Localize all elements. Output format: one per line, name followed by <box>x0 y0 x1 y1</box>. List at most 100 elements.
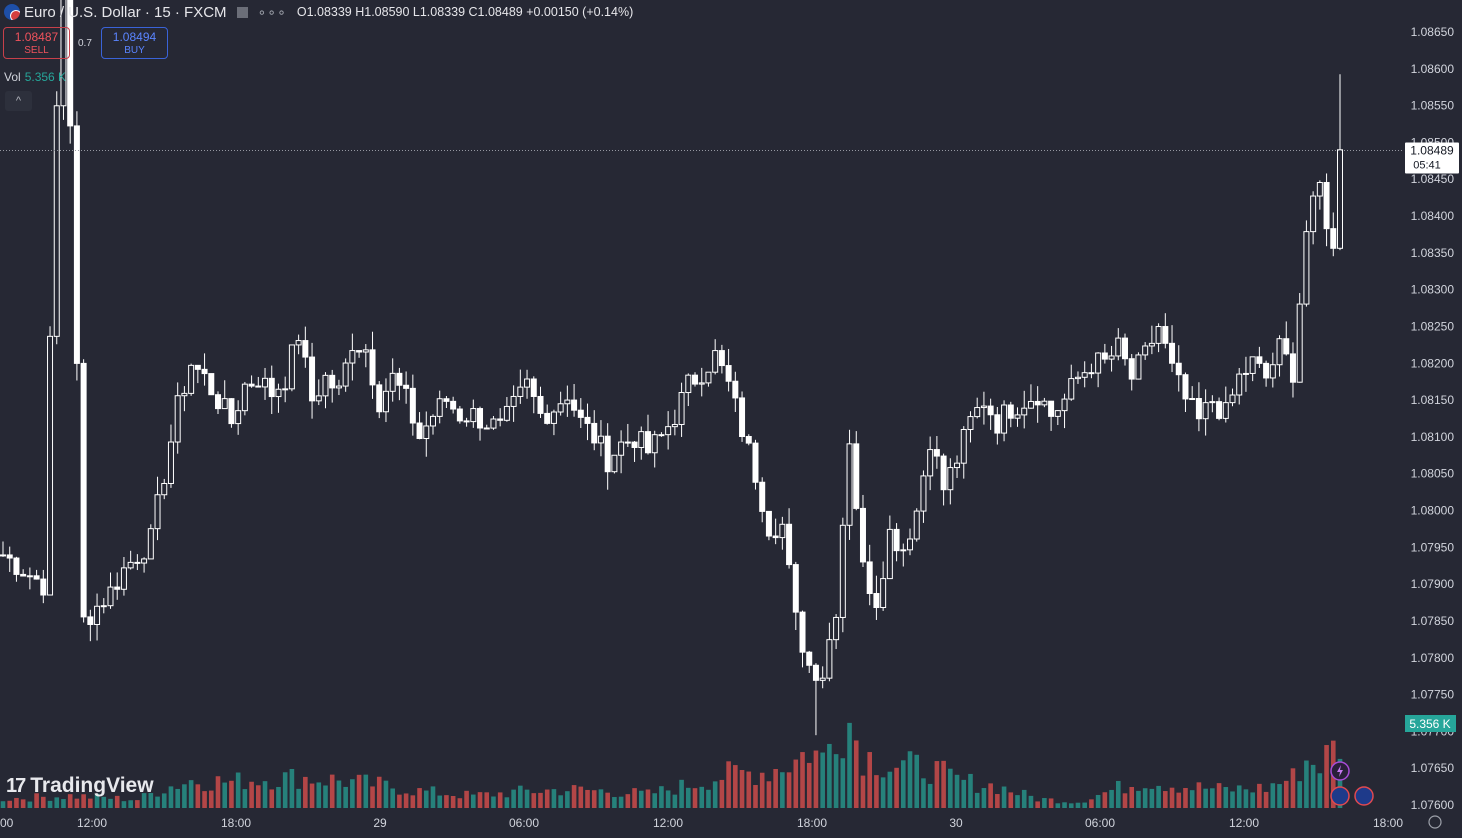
candle-body[interactable] <box>873 593 880 609</box>
candle-body[interactable] <box>739 397 746 438</box>
candle-body[interactable] <box>483 427 490 430</box>
candle-body[interactable] <box>13 557 20 575</box>
candle-body[interactable] <box>893 528 900 552</box>
settings-gear-icon[interactable] <box>1428 815 1442 829</box>
candle-body[interactable] <box>497 418 504 421</box>
candle-body[interactable] <box>1021 407 1028 416</box>
candle-body[interactable] <box>154 494 161 530</box>
candle-body[interactable] <box>1182 374 1189 400</box>
candle-body[interactable] <box>1222 402 1229 419</box>
candle-body[interactable] <box>429 415 436 427</box>
candle-body[interactable] <box>67 0 74 127</box>
candle-body[interactable] <box>819 677 826 681</box>
candle-body[interactable] <box>241 383 248 412</box>
candle-body[interactable] <box>644 431 651 454</box>
candle-body[interactable] <box>47 335 54 596</box>
candle-body[interactable] <box>282 388 289 391</box>
candle-body[interactable] <box>1330 228 1337 249</box>
candle-body[interactable] <box>1108 355 1115 360</box>
candle-body[interactable] <box>577 409 584 418</box>
candle-body[interactable] <box>604 435 611 473</box>
candle-body[interactable] <box>1263 362 1270 379</box>
candle-body[interactable] <box>20 573 27 577</box>
candle-body[interactable] <box>1249 356 1256 374</box>
candle-body[interactable] <box>288 344 295 390</box>
candle-body[interactable] <box>295 340 302 346</box>
candle-body[interactable] <box>1074 376 1081 380</box>
candle-body[interactable] <box>665 426 672 436</box>
candle-body[interactable] <box>886 528 893 580</box>
candle-body[interactable] <box>1088 372 1095 375</box>
candle-body[interactable] <box>53 105 60 337</box>
candle-body[interactable] <box>544 412 551 424</box>
candle-body[interactable] <box>1001 404 1008 434</box>
candle-body[interactable] <box>362 349 369 353</box>
candle-body[interactable] <box>356 350 363 353</box>
candle-body[interactable] <box>73 125 80 364</box>
candle-body[interactable] <box>839 524 846 618</box>
candle-body[interactable] <box>181 392 188 397</box>
candle-body[interactable] <box>214 394 221 410</box>
candle-body[interactable] <box>947 467 954 491</box>
candle-body[interactable] <box>651 434 658 454</box>
candle-body[interactable] <box>671 423 678 428</box>
candle-body[interactable] <box>564 399 571 405</box>
candle-body[interactable] <box>954 462 961 469</box>
candle-body[interactable] <box>503 405 510 421</box>
candle-body[interactable] <box>6 554 13 559</box>
candle-body[interactable] <box>1142 345 1149 356</box>
candle-body[interactable] <box>1041 400 1048 406</box>
candle-body[interactable] <box>40 578 47 596</box>
buy-button[interactable]: 1.08494 BUY <box>101 27 168 59</box>
candle-body[interactable] <box>114 586 121 590</box>
candle-body[interactable] <box>262 377 269 388</box>
candle-body[interactable] <box>967 416 974 430</box>
candle-body[interactable] <box>1316 182 1323 197</box>
candle-body[interactable] <box>786 523 793 566</box>
candle-body[interactable] <box>510 395 517 407</box>
candle-body[interactable] <box>1148 342 1155 347</box>
candle-body[interactable] <box>302 340 309 358</box>
candle-body[interactable] <box>188 364 195 394</box>
candle-body[interactable] <box>960 428 967 464</box>
candle-body[interactable] <box>859 507 866 563</box>
candle-body[interactable] <box>87 616 94 626</box>
candle-body[interactable] <box>1269 364 1276 379</box>
candle-body[interactable] <box>624 441 631 444</box>
candle-body[interactable] <box>1175 362 1182 376</box>
candle-body[interactable] <box>792 564 799 613</box>
candle-body[interactable] <box>685 374 692 394</box>
candle-body[interactable] <box>920 475 927 512</box>
candle-body[interactable] <box>349 350 356 364</box>
chevron-up-icon[interactable]: ^ <box>5 91 32 111</box>
candle-body[interactable] <box>335 385 342 389</box>
candle-body[interactable] <box>1283 338 1290 355</box>
economic-event-icon[interactable] <box>1354 786 1374 806</box>
candle-body[interactable] <box>228 398 235 425</box>
candle-body[interactable] <box>194 364 201 370</box>
candle-body[interactable] <box>26 575 33 578</box>
market-status-icon[interactable] <box>236 6 248 18</box>
candle-body[interactable] <box>463 420 470 423</box>
candle-body[interactable] <box>1229 394 1236 404</box>
candle-body[interactable] <box>913 510 920 540</box>
candle-body[interactable] <box>1256 356 1263 364</box>
candle-body[interactable] <box>100 605 107 608</box>
candle-body[interactable] <box>450 400 457 410</box>
candle-body[interactable] <box>907 538 914 551</box>
candle-body[interactable] <box>765 510 772 537</box>
candle-body[interactable] <box>718 350 725 367</box>
tradingview-logo[interactable]: 17 TradingView <box>6 774 154 798</box>
candle-body[interactable] <box>1195 398 1202 420</box>
candle-body[interactable] <box>107 586 114 607</box>
candle-body[interactable] <box>638 431 645 448</box>
candle-body[interactable] <box>1007 404 1014 419</box>
candle-body[interactable] <box>772 535 779 539</box>
candle-body[interactable] <box>161 482 168 496</box>
candle-body[interactable] <box>779 523 786 539</box>
candle-body[interactable] <box>382 390 389 413</box>
candle-body[interactable] <box>745 436 752 444</box>
candle-body[interactable] <box>752 442 759 483</box>
